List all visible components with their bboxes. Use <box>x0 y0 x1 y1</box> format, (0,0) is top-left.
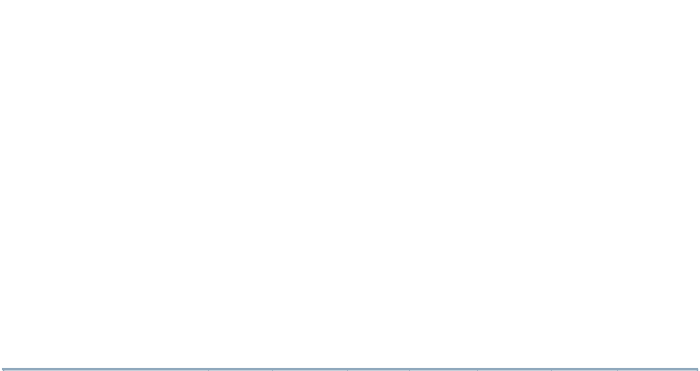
Bar <box>3 369 697 371</box>
